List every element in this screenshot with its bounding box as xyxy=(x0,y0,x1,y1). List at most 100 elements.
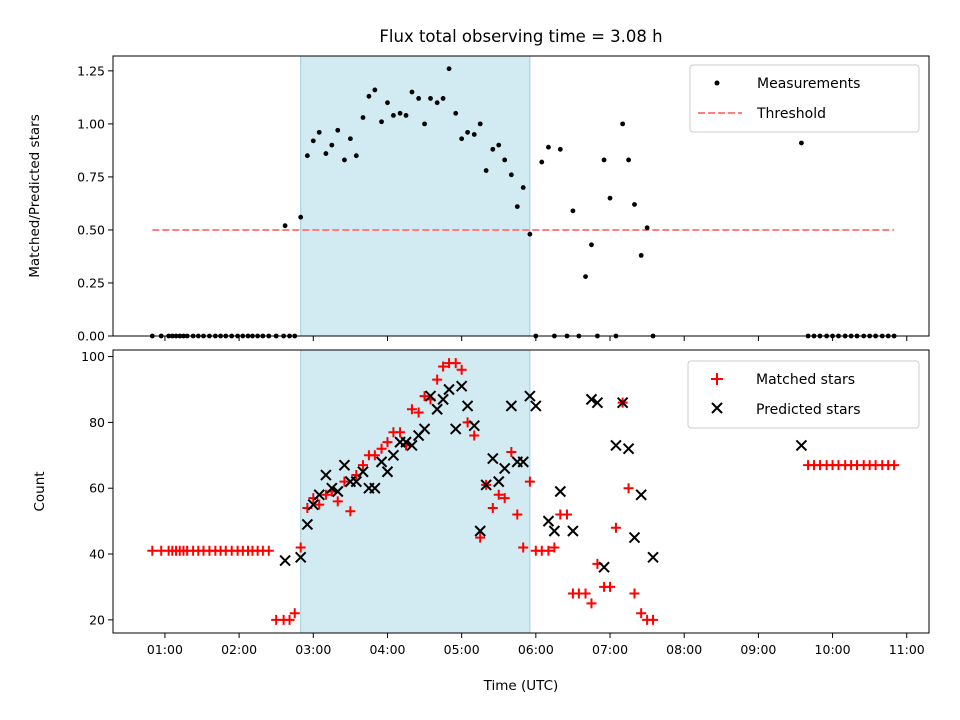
predicted-star-point xyxy=(480,479,492,491)
count-y-ticks: 20 40 60 80 100 xyxy=(81,349,113,627)
matched-star-point xyxy=(580,588,591,599)
measurement-point xyxy=(638,252,644,258)
predicted-star-point xyxy=(530,400,542,412)
matched-star-point xyxy=(314,499,325,510)
matched-star-point xyxy=(295,542,306,553)
predicted-star-point xyxy=(524,390,536,402)
measurement-point xyxy=(446,66,452,72)
matched-star-point xyxy=(648,614,659,625)
measurement-point xyxy=(601,157,607,163)
predicted-star-point xyxy=(369,482,381,494)
y-tick-label: 40 xyxy=(89,547,105,562)
predicted-star-point xyxy=(591,396,604,409)
measurement-point xyxy=(471,132,477,137)
count-x-label: Time (UTC) xyxy=(483,678,559,694)
x-tick-label: 09:00 xyxy=(740,642,776,657)
predicted-star-point xyxy=(622,443,635,455)
x-tick-label: 08:00 xyxy=(666,642,702,657)
ratio-panel: 0.00 0.25 0.50 0.75 1.00 1.25 Matched/Predict… xyxy=(27,55,930,344)
measurement-point xyxy=(502,157,508,163)
y-tick-label: 1.25 xyxy=(77,63,105,78)
y-tick-label: 1.00 xyxy=(77,116,105,131)
matched-star-point xyxy=(475,532,486,543)
count-panel: 20 40 60 80 100 01:00 02:00 03:00 04:00 05:00 06:… xyxy=(32,349,930,694)
measurement-point xyxy=(626,157,631,163)
measurement-point xyxy=(428,96,433,101)
predicted-star-point xyxy=(474,525,486,537)
measurement-point xyxy=(422,121,427,127)
predicted-star-point xyxy=(517,456,529,468)
predicted-star-point xyxy=(455,380,468,392)
threshold-legend-label: Threshold xyxy=(756,106,826,122)
matched-star-point xyxy=(499,493,510,504)
ratio-y-label: Matched/Predicted stars xyxy=(27,114,43,277)
predicted-star-point xyxy=(357,466,369,478)
matched-star-point xyxy=(629,588,640,599)
predicted-star-point xyxy=(498,462,511,475)
predicted-star-point xyxy=(505,400,518,412)
measurement-point xyxy=(304,153,310,159)
measurement-point xyxy=(298,214,304,220)
measurement-point xyxy=(329,142,335,148)
y-tick-label: 0.50 xyxy=(77,222,105,237)
matched-star-point xyxy=(289,608,300,619)
measurement-point xyxy=(379,119,384,125)
measurement-point xyxy=(557,146,563,152)
predicted-star-point xyxy=(647,551,659,564)
matched-star-point xyxy=(636,608,647,619)
measurements-legend-label: Measurements xyxy=(757,76,860,92)
matched-star-point xyxy=(512,509,523,520)
predicted-star-point xyxy=(598,561,610,573)
matched-star-point xyxy=(263,545,274,556)
measurement-point xyxy=(465,129,470,135)
matched-star-point xyxy=(419,391,430,402)
predicted-star-point xyxy=(350,475,363,488)
measurement-point xyxy=(372,87,378,93)
matched-stars-points xyxy=(147,358,900,625)
predicted-star-point xyxy=(567,525,579,537)
measurement-point xyxy=(508,172,514,178)
measurement-point xyxy=(347,136,353,142)
x-tick-label: 06:00 xyxy=(518,642,554,657)
x-tick-label: 07:00 xyxy=(592,642,628,657)
predicted-star-point xyxy=(326,482,338,494)
matched-star-point xyxy=(506,447,517,458)
x-tick-label: 05:00 xyxy=(444,642,480,657)
measurement-point xyxy=(366,93,372,99)
predicted-star-point xyxy=(610,439,622,452)
matched-star-point xyxy=(549,542,560,553)
matched-star-point xyxy=(610,522,621,533)
measurement-point xyxy=(570,208,576,214)
measurement-point xyxy=(397,110,403,116)
predicted-star-point xyxy=(381,466,394,478)
matched-star-point xyxy=(456,364,467,375)
predicted-star-point xyxy=(320,469,332,481)
count-legend: Matched stars Predicted stars xyxy=(687,360,920,429)
measurement-point xyxy=(589,242,594,248)
measurement-point xyxy=(620,121,626,127)
predicted-star-point xyxy=(437,393,449,406)
matched-star-point xyxy=(406,404,417,415)
predicted-star-point xyxy=(795,439,808,452)
predicted-star-point xyxy=(487,452,499,465)
matched-star-point xyxy=(376,443,387,454)
ratio-legend-box xyxy=(689,64,920,133)
matched-star-point xyxy=(320,489,331,500)
y-tick-label: 0.00 xyxy=(77,329,105,344)
predicted-star-point xyxy=(542,515,555,527)
matched-star-point xyxy=(543,545,554,556)
measurement-point xyxy=(583,274,588,280)
matched-star-point xyxy=(469,430,480,441)
predicted-stars-legend-label: Predicted stars xyxy=(756,402,861,418)
x-tick-label: 02:00 xyxy=(221,642,257,657)
predicted-star-point xyxy=(628,531,641,544)
matched-star-point xyxy=(605,581,616,592)
measurement-point xyxy=(282,223,288,229)
y-tick-label: 100 xyxy=(81,349,105,364)
matched-star-point xyxy=(332,496,343,507)
matched-star-point xyxy=(493,489,504,500)
chart-title: Flux total observing time = 3.08 h xyxy=(379,27,662,46)
predicted-star-point xyxy=(313,489,325,501)
predicted-star-point xyxy=(418,423,431,435)
